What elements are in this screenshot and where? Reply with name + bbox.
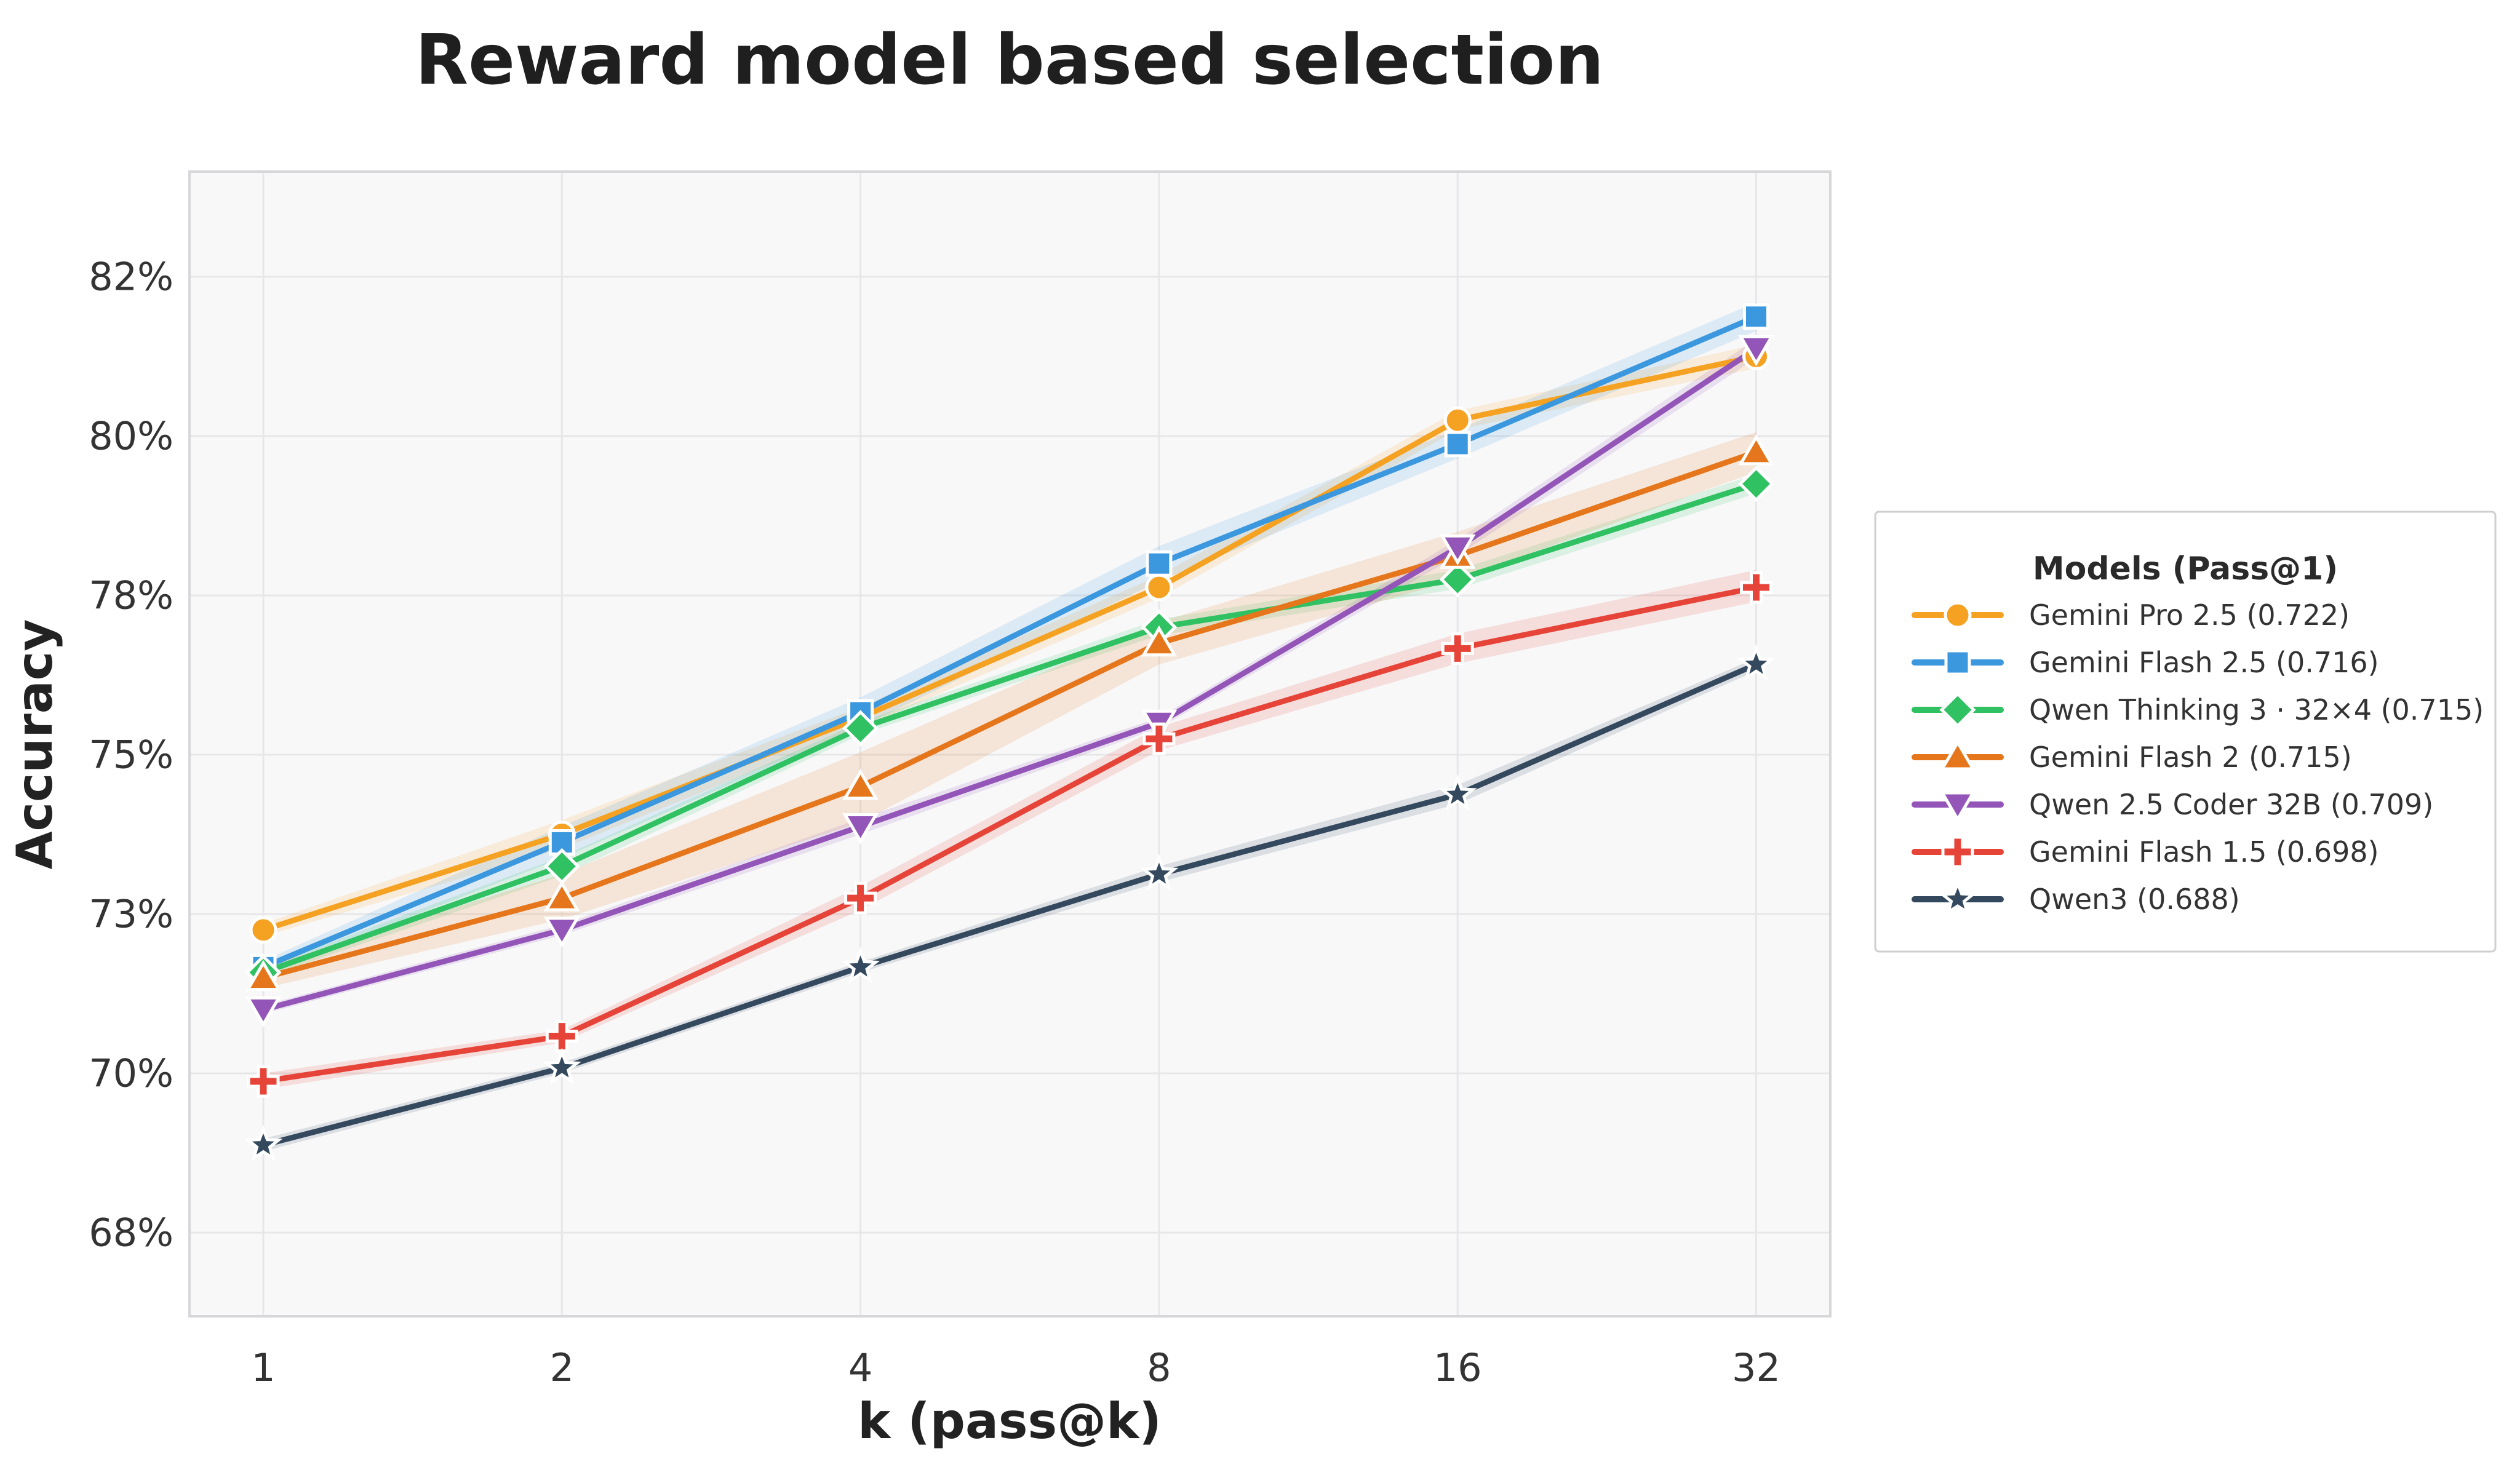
diamond-marker xyxy=(1737,466,1775,503)
legend-item: Qwen 2.5 Coder 32B (0.709) xyxy=(1912,788,2433,822)
series-line xyxy=(260,449,1759,981)
plot-border xyxy=(188,170,1832,1318)
legend-box xyxy=(1874,511,2497,953)
legend-item: Qwen3 (0.688) xyxy=(1912,878,2240,916)
legend-item: Gemini Pro 2.5 (0.722) xyxy=(1912,598,2350,632)
series-markers xyxy=(244,303,1776,1162)
square-marker xyxy=(1743,303,1769,330)
plus-marker xyxy=(1142,722,1176,755)
diamond-marker xyxy=(1439,561,1476,598)
star-marker xyxy=(1737,644,1776,682)
legend-item: Gemini Flash 2 (0.715) xyxy=(1912,739,2352,774)
legend-item-label: Qwen Thinking 3 · 32×4 (0.715) xyxy=(2029,693,2484,726)
y-tick-label: 80% xyxy=(89,414,173,459)
triangle-up-marker xyxy=(1141,625,1178,657)
triangle-up-marker xyxy=(1939,739,1976,771)
legend-item: Gemini Flash 1.5 (0.698) xyxy=(1912,835,2379,869)
triangle-down-marker xyxy=(543,916,580,948)
series-lines xyxy=(260,314,1759,1148)
star-marker xyxy=(244,1124,283,1162)
star-marker xyxy=(1438,774,1477,811)
x-tick-label: 1 xyxy=(251,1345,275,1390)
triangle-down-marker xyxy=(1738,335,1774,367)
star-marker xyxy=(1938,878,1977,916)
diamond-marker xyxy=(1939,691,1976,728)
y-tick-label: 75% xyxy=(89,733,173,777)
x-tick-label: 4 xyxy=(848,1345,872,1390)
triangle-up-marker xyxy=(543,880,580,912)
plus-marker xyxy=(844,881,877,915)
x-tick-labels: 1 2 4 8 16 32 xyxy=(251,1345,1780,1390)
legend-item: Qwen Thinking 3 · 32×4 (0.715) xyxy=(1912,691,2484,728)
diamond-marker xyxy=(842,710,879,747)
circle-marker xyxy=(1944,601,1972,629)
legend-item: Gemini Flash 2.5 (0.716) xyxy=(1912,646,2379,679)
triangle-down-marker xyxy=(1939,791,1976,822)
triangle-up-marker xyxy=(245,960,282,992)
y-tick-label: 82% xyxy=(89,255,173,300)
plus-marker xyxy=(1441,632,1474,665)
legend-item-label: Qwen3 (0.688) xyxy=(2029,883,2240,916)
confidence-band xyxy=(263,474,1756,978)
x-tick-label: 8 xyxy=(1147,1345,1171,1390)
star-marker xyxy=(542,1048,581,1085)
triangle-down-marker xyxy=(245,996,282,1028)
square-marker xyxy=(1944,649,1971,676)
legend-item-label: Qwen 2.5 Coder 32B (0.709) xyxy=(2029,788,2433,821)
legend-item-label: Gemini Pro 2.5 (0.722) xyxy=(2029,598,2350,632)
y-tick-label: 70% xyxy=(89,1051,173,1096)
y-tick-label: 68% xyxy=(89,1211,173,1255)
plus-marker xyxy=(545,1020,578,1053)
plot-area xyxy=(188,170,1832,1318)
y-tick-label: 78% xyxy=(89,573,173,618)
circle-marker xyxy=(1145,573,1173,602)
y-tick-label: 73% xyxy=(89,892,173,937)
triangle-down-marker xyxy=(1439,534,1476,566)
series-line xyxy=(260,661,1759,1148)
plus-marker xyxy=(1941,835,1974,869)
y-tick-labels: 68% 70% 73% 75% 78% 80% 82% xyxy=(89,255,173,1255)
confidence-band xyxy=(263,658,1756,1151)
triangle-up-marker xyxy=(1738,434,1774,466)
series-line xyxy=(260,354,1759,933)
star-marker xyxy=(1139,854,1179,891)
triangle-down-marker xyxy=(842,813,879,845)
series-line xyxy=(260,346,1759,1012)
legend-item-label: Gemini Flash 1.5 (0.698) xyxy=(2029,835,2379,869)
confidence-band xyxy=(263,570,1756,1089)
circle-marker xyxy=(249,916,277,944)
x-tick-label: 32 xyxy=(1732,1345,1780,1390)
x-axis-label: k (pass@k) xyxy=(858,1393,1162,1450)
confidence-band xyxy=(263,344,1756,937)
circle-marker xyxy=(1443,406,1472,434)
x-tick-label: 2 xyxy=(550,1345,574,1390)
plus-marker xyxy=(1740,571,1772,604)
confidence-band xyxy=(263,432,1756,988)
series-line xyxy=(260,481,1759,976)
legend: Models (Pass@1) Gemini Pro 2.5 (0.722) Ge… xyxy=(1874,511,2497,953)
square-marker xyxy=(1146,550,1173,577)
series-line xyxy=(260,584,1759,1084)
legend-item-label: Gemini Flash 2 (0.715) xyxy=(2029,741,2352,774)
legend-title: Models (Pass@1) xyxy=(2033,551,2338,587)
chart-title: Reward model based selection xyxy=(415,20,1604,100)
series-line xyxy=(260,314,1759,970)
x-tick-label: 16 xyxy=(1433,1345,1482,1390)
y-axis-label: Accuracy xyxy=(6,619,63,870)
triangle-up-marker xyxy=(842,768,879,800)
legend-item-label: Gemini Flash 2.5 (0.716) xyxy=(2029,646,2379,679)
star-marker xyxy=(841,947,880,984)
plus-marker xyxy=(247,1065,280,1098)
square-marker xyxy=(1444,431,1471,458)
